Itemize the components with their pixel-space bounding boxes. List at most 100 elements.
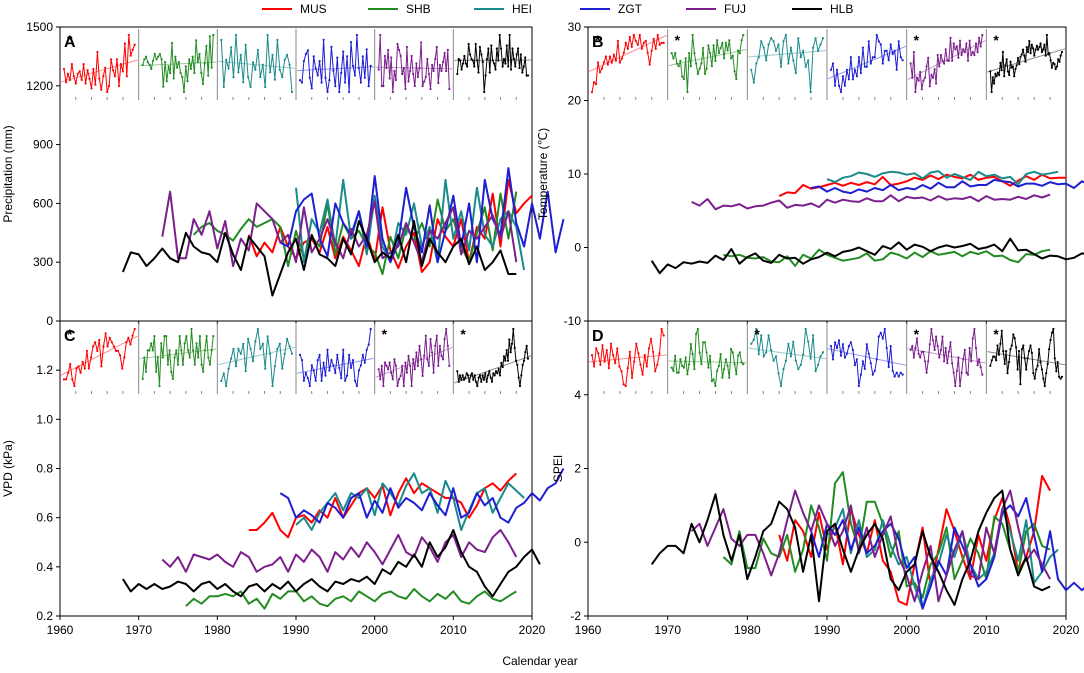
inset-point (891, 52, 894, 56)
inset-point (306, 377, 309, 380)
inset-point (496, 372, 499, 375)
inset-point (123, 42, 126, 45)
inset-point (426, 358, 429, 361)
y-tick-label: -10 (564, 314, 582, 328)
inset-point (752, 81, 755, 84)
inset-point (196, 61, 199, 64)
inset-point (338, 90, 341, 94)
inset-point (1052, 327, 1055, 331)
panel-c-inset-shb (138, 323, 217, 394)
inset-point (792, 340, 795, 343)
inset-point (357, 369, 360, 372)
inset-point (518, 384, 522, 388)
inset-point (855, 75, 859, 78)
inset-point (821, 37, 825, 40)
inset-point (875, 358, 878, 361)
inset-point (420, 358, 423, 361)
inset-point (750, 68, 753, 71)
inset-point (1034, 48, 1037, 51)
inset-point (875, 33, 878, 37)
inset-point (502, 57, 506, 61)
inset-point (424, 334, 427, 337)
inset-point (630, 376, 634, 379)
inset-point (445, 327, 448, 331)
inset-point (179, 71, 182, 75)
inset-point (74, 82, 77, 85)
inset-point (367, 343, 370, 346)
inset-point (946, 59, 949, 62)
inset-point (456, 72, 459, 76)
inset-point (203, 349, 206, 352)
inset-point (1032, 372, 1035, 375)
inset-point (1018, 63, 1021, 66)
inset-point (94, 341, 97, 344)
inset-point (77, 365, 80, 368)
inset-point (952, 371, 955, 374)
inset-point (205, 44, 208, 48)
inset-point (976, 51, 979, 54)
inset-point (96, 50, 99, 54)
inset-point (658, 352, 661, 355)
inset-point (497, 368, 500, 371)
inset-point (388, 77, 391, 80)
inset-point (899, 371, 902, 374)
inset-point (662, 334, 665, 337)
x-tick-label: 1990 (283, 623, 310, 637)
inset-point (80, 78, 83, 81)
legend-label-zgt: ZGT (618, 2, 643, 16)
inset-point (647, 347, 651, 350)
inset-point (398, 48, 401, 52)
panel-c: C 0.2 0.4 0.6 0.8 1.0 1.2 1960 1970 1980 1990 2000 2… (1, 320, 565, 637)
inset-point (804, 65, 807, 68)
inset-point (923, 76, 927, 79)
inset-point (387, 368, 390, 371)
inset-point (514, 65, 517, 68)
inset-point (1021, 48, 1025, 51)
inset-point (970, 53, 973, 57)
inset-point (726, 49, 729, 52)
inset-point (644, 39, 647, 43)
inset-point (622, 383, 625, 386)
inset-point (590, 354, 594, 357)
inset-point (650, 49, 653, 52)
inset-point (456, 370, 459, 373)
inset-point (106, 90, 109, 94)
inset-point (181, 363, 185, 366)
inset-point (709, 52, 712, 55)
legend: MUS SHB HEI ZGT FUJ HLB (262, 2, 853, 16)
inset-point (328, 79, 331, 82)
inset-point (853, 364, 857, 367)
inset-point (957, 56, 960, 59)
inset-point (161, 356, 164, 359)
inset-point (413, 84, 416, 88)
inset-point (809, 357, 812, 360)
inset-point (917, 352, 920, 355)
inset-point (757, 353, 760, 356)
significance-marker: * (460, 326, 466, 342)
inset-point (481, 374, 484, 377)
inset-point (943, 62, 946, 65)
inset-point (491, 59, 494, 62)
inset-point (897, 40, 900, 43)
inset-point (1035, 44, 1038, 48)
inset-point (424, 75, 427, 79)
inset-point (968, 346, 971, 350)
inset-point (193, 71, 196, 75)
inset-point (413, 368, 416, 371)
inset-point (102, 345, 105, 348)
inset-point (429, 338, 432, 341)
inset-point (171, 377, 175, 380)
inset-point (652, 37, 655, 41)
x-tick-label: 1980 (734, 623, 761, 637)
inset-point (779, 384, 783, 388)
inset-point (421, 374, 424, 377)
inset-point (712, 378, 715, 381)
inset-point (883, 49, 886, 52)
x-tick-label: 1970 (654, 623, 681, 637)
inset-point (973, 53, 976, 57)
y-tick-label: 1200 (26, 79, 53, 93)
inset-point (1059, 377, 1062, 380)
inset-point (498, 33, 501, 37)
inset-point (1056, 361, 1059, 364)
inset-point (247, 76, 250, 79)
